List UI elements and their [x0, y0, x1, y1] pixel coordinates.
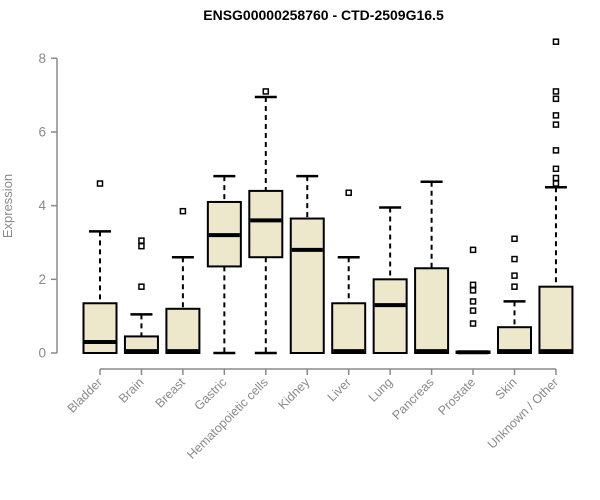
boxplot-prostate	[455, 246, 491, 355]
category-label: Skin	[493, 375, 520, 402]
y-tick-label: 6	[38, 124, 46, 139]
boxplot-bladder	[82, 180, 118, 354]
boxplot-gastric	[206, 174, 242, 355]
category-label: Unknown / Other	[485, 375, 561, 451]
outlier-point	[552, 95, 560, 103]
category-label: Hematopoietic cells	[184, 375, 271, 462]
boxplot-unknown-other	[538, 38, 574, 354]
chart-title: ENSG00000258760 - CTD-2509G16.5	[203, 7, 444, 23]
outlier-point	[552, 174, 560, 182]
y-tick-label: 4	[38, 198, 46, 213]
outlier-point	[469, 307, 477, 314]
category-label: Lung	[366, 375, 396, 405]
iqr-box	[289, 217, 325, 354]
outlier-point	[345, 189, 352, 196]
category-label: Bladder	[65, 375, 105, 415]
outlier-point	[138, 237, 145, 244]
category-label: Breast	[153, 375, 189, 411]
y-axis: 0 2 4 6 8	[38, 51, 58, 361]
y-tick-label: 2	[38, 272, 46, 287]
iqr-box	[497, 326, 532, 355]
boxplot-breast	[165, 207, 201, 354]
outlier-point	[552, 112, 560, 119]
boxplot-kidney	[289, 174, 325, 354]
iqr-box	[248, 189, 284, 259]
category-label: Liver	[325, 375, 354, 404]
iqr-box	[82, 302, 118, 354]
outlier-point	[552, 88, 560, 95]
outlier-point	[552, 38, 560, 45]
outlier-point	[552, 147, 560, 154]
outlier-point	[469, 287, 477, 294]
outlier-point	[469, 320, 477, 327]
y-tick-label: 0	[38, 346, 46, 361]
outlier-point	[511, 255, 518, 263]
category-label: Pancreas	[389, 375, 436, 422]
outlier-point	[262, 88, 270, 95]
outlier-point	[552, 180, 560, 187]
outlier-point	[511, 235, 518, 243]
outlier-point	[552, 121, 560, 128]
outlier-point	[138, 283, 145, 290]
iqr-box	[372, 278, 408, 355]
category-label: Gastric	[192, 375, 230, 413]
iqr-box	[538, 285, 574, 354]
outlier-point	[469, 298, 477, 305]
outlier-point	[469, 281, 477, 289]
boxplot-lung	[372, 206, 408, 355]
boxplot-hematopoietic-cells	[248, 88, 284, 355]
category-label: Brain	[116, 375, 147, 406]
outlier-point	[469, 246, 477, 254]
boxplot-brain	[123, 237, 159, 354]
outlier-point	[138, 242, 145, 250]
category-label: Kidney	[275, 375, 312, 412]
outlier-point	[552, 165, 560, 173]
y-tick-label: 8	[38, 51, 46, 66]
boxplot-liver	[331, 189, 367, 354]
iqr-box	[331, 302, 367, 354]
boxplot-skin	[497, 235, 532, 355]
outlier-point	[511, 283, 518, 290]
iqr-box	[165, 307, 201, 354]
iqr-box	[414, 267, 450, 355]
category-label: Prostate	[435, 375, 478, 418]
boxplot-pancreas	[414, 180, 450, 355]
outlier-point	[96, 180, 104, 187]
outlier-point	[511, 272, 518, 279]
outlier-point	[179, 207, 187, 215]
